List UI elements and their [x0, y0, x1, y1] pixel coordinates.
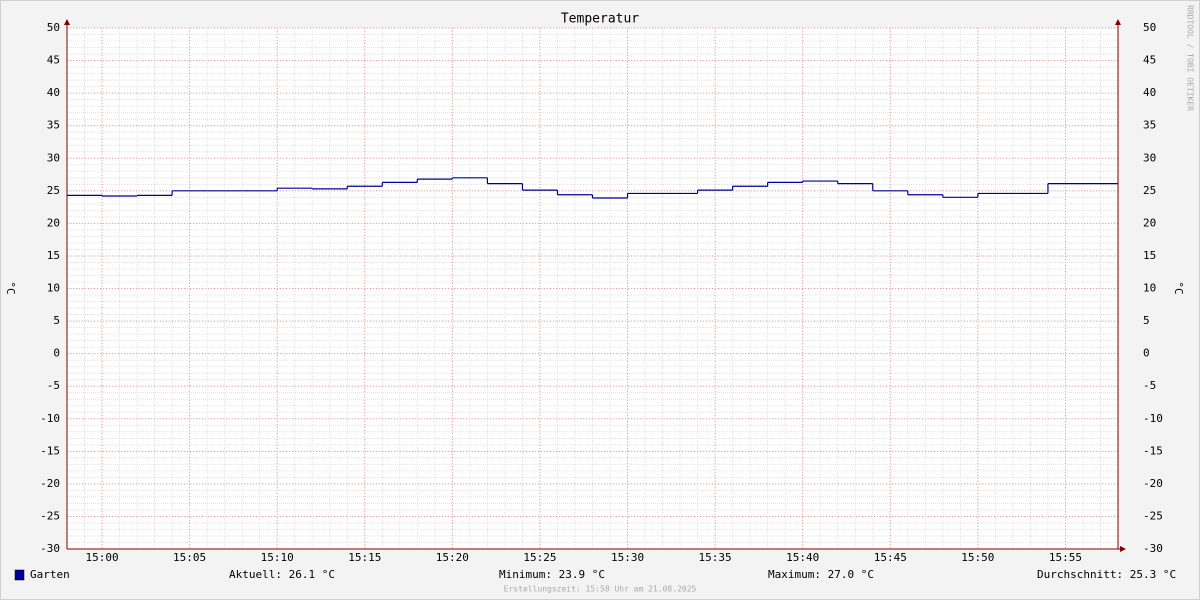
- y-tick-label: 0: [53, 347, 60, 360]
- y2-tick-label: -5: [1143, 379, 1156, 392]
- stat: Durchschnitt: 25.3 °C: [1037, 568, 1176, 581]
- y-tick-label: 25: [47, 184, 60, 197]
- y2-tick-label: -15: [1143, 444, 1163, 457]
- y2-tick-label: 5: [1143, 314, 1150, 327]
- y-tick-label: 35: [47, 119, 60, 132]
- y2-tick-label: 35: [1143, 119, 1156, 132]
- y2-tick-label: 15: [1143, 249, 1156, 262]
- x-tick-label: 15:55: [1049, 551, 1082, 564]
- legend-swatch: [14, 569, 25, 581]
- y-tick-label: 50: [47, 21, 60, 34]
- y-tick-label: 20: [47, 216, 60, 229]
- y-tick-label: 45: [47, 54, 60, 67]
- y-tick-label: -5: [47, 379, 60, 392]
- y-axis-label: °C: [4, 281, 17, 294]
- x-tick-label: 15:15: [348, 551, 381, 564]
- y2-tick-label: 40: [1143, 86, 1156, 99]
- y-tick-label: -15: [40, 444, 60, 457]
- x-tick-label: 15:25: [523, 551, 556, 564]
- x-tick-label: 15:00: [85, 551, 118, 564]
- footer: Erstellungszeit: 15:58 Uhr am 21.08.2025: [504, 585, 697, 594]
- y2-tick-label: 50: [1143, 21, 1156, 34]
- y-tick-label: 30: [47, 151, 60, 164]
- y-tick-label: -30: [40, 542, 60, 555]
- grid: [66, 27, 1119, 550]
- y2-tick-label: -20: [1143, 477, 1163, 490]
- y2-tick-label: 30: [1143, 151, 1156, 164]
- x-tick-label: 15:10: [261, 551, 294, 564]
- chart-title: Temperatur: [561, 12, 639, 27]
- y-tick-label: -20: [40, 477, 60, 490]
- x-tick-label: 15:45: [874, 551, 907, 564]
- x-tick-label: 15:05: [173, 551, 206, 564]
- y-tick-label: -25: [40, 509, 60, 522]
- y-tick-label: 5: [53, 314, 60, 327]
- y-tick-label: 40: [47, 86, 60, 99]
- axis-arrow: [64, 19, 70, 25]
- y2-axis-label: °C: [1172, 281, 1185, 294]
- y2-tick-label: 10: [1143, 282, 1156, 295]
- y2-tick-label: -25: [1143, 509, 1163, 522]
- x-tick-label: 15:30: [611, 551, 644, 564]
- axis-arrow: [1115, 19, 1121, 25]
- stat: Minimum: 23.9 °C: [499, 568, 605, 581]
- y2-tick-label: 45: [1143, 54, 1156, 67]
- x-tick-label: 15:20: [436, 551, 469, 564]
- marks: [67, 177, 1118, 199]
- stat: Aktuell: 26.1 °C: [229, 568, 335, 581]
- y2-tick-label: 0: [1143, 347, 1150, 360]
- stat: Maximum: 27.0 °C: [768, 568, 874, 581]
- y-tick-label: 15: [47, 249, 60, 262]
- y-tick-label: 10: [47, 282, 60, 295]
- x-tick-label: 15:40: [786, 551, 819, 564]
- y2-tick-label: 20: [1143, 216, 1156, 229]
- watermark: RRDTOOL / TOBI OETIKER: [1186, 5, 1195, 111]
- y-tick-label: -10: [40, 412, 60, 425]
- y2-tick-label: -30: [1143, 542, 1163, 555]
- y2-tick-label: 25: [1143, 184, 1156, 197]
- axis-arrow: [1120, 546, 1126, 552]
- x-tick-label: 15:35: [699, 551, 732, 564]
- x-tick-label: 15:50: [961, 551, 994, 564]
- y2-tick-label: -10: [1143, 412, 1163, 425]
- legend-label: Garten: [30, 568, 70, 581]
